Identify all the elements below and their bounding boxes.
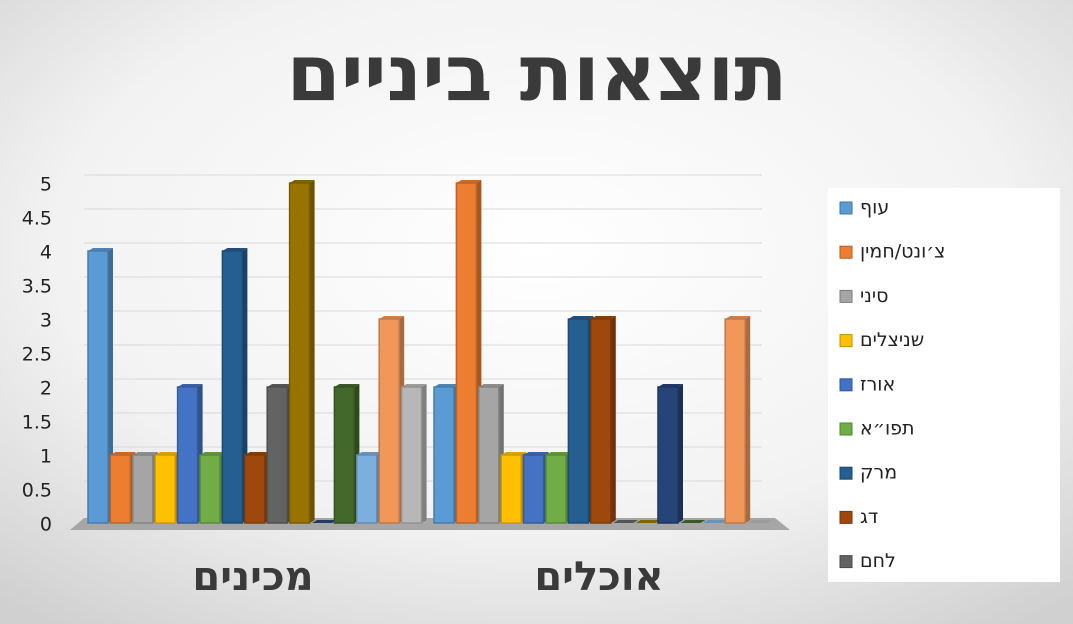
bar [356, 454, 378, 524]
bar [522, 454, 545, 524]
bar-top [747, 520, 773, 523]
y-tick-label: 3.5 [22, 276, 52, 298]
y-tick-label: 2.5 [22, 344, 52, 366]
y-tick-label: 5 [40, 174, 52, 196]
x-tick-label: מכינים [192, 554, 313, 600]
x-tick-label: אוכלים [534, 554, 663, 600]
bar [221, 250, 244, 524]
y-tick-label: 4.5 [22, 208, 52, 230]
bar [176, 386, 199, 524]
chart-title: תוצאות ביניים [286, 29, 787, 119]
bar [545, 454, 567, 524]
bar [500, 454, 522, 524]
legend-label: עוף [860, 197, 889, 219]
legend-label: סיני [860, 285, 888, 307]
bar [433, 386, 455, 524]
y-tick-label: 1.5 [22, 412, 52, 434]
bar-top [312, 520, 337, 523]
bar-top [702, 520, 728, 523]
bar-side [309, 180, 315, 523]
bar [455, 182, 478, 524]
bar [590, 318, 612, 524]
bar-side [610, 316, 616, 523]
bar [266, 386, 288, 524]
legend [828, 188, 1060, 582]
bar [333, 386, 356, 524]
plot-area: 0 0.5 1 1.5 2 2.5 3 3.5 4 4.5 5 מכינים אוכלים [22, 174, 773, 600]
bar [132, 454, 154, 524]
bar [87, 250, 109, 524]
y-tick-label: 1 [40, 446, 52, 468]
legend-swatch [839, 555, 853, 569]
y-tick-label: 4 [40, 242, 52, 264]
bar-top [613, 520, 639, 523]
legend-label: מרק [860, 462, 897, 484]
bar [109, 454, 132, 524]
legend-label: שניצלים [860, 329, 924, 351]
legend-swatch [839, 422, 853, 436]
bar-top [680, 520, 706, 523]
bar [657, 386, 679, 524]
legend-label: צ׳ונט/חמין [860, 241, 945, 263]
legend-swatch [839, 466, 853, 480]
bar [724, 318, 746, 524]
y-tick-label: 0 [40, 514, 52, 536]
y-tick-label: 3 [40, 310, 52, 332]
bar-side [421, 384, 427, 523]
bar [288, 182, 311, 524]
legend-label: דג [860, 506, 878, 528]
legend-swatch [839, 334, 853, 348]
legend-swatch [839, 378, 853, 392]
bar-side [678, 384, 683, 523]
bar-top [635, 520, 661, 523]
bar [199, 454, 221, 524]
bar-side [745, 316, 751, 523]
legend-swatch [839, 201, 853, 215]
bar [378, 318, 400, 524]
bar [478, 386, 500, 524]
legend-label: לחם [860, 550, 896, 572]
legend-swatch [839, 510, 853, 524]
legend-label: תפו״א [860, 418, 914, 440]
bar [154, 454, 176, 524]
bar [400, 386, 423, 524]
legend-swatch [839, 289, 853, 303]
y-tick-label: 2 [40, 378, 52, 400]
legend-swatch [839, 245, 853, 259]
bar [567, 318, 590, 524]
bar [244, 454, 266, 524]
y-tick-label: 0.5 [22, 480, 52, 502]
legend-label: אורז [860, 373, 895, 395]
